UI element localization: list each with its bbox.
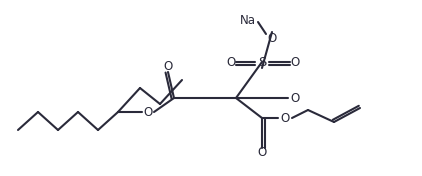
Text: O: O: [268, 32, 277, 45]
Text: O: O: [257, 146, 267, 159]
Text: O: O: [290, 55, 300, 68]
Text: O: O: [163, 61, 173, 74]
Text: Na: Na: [240, 14, 256, 27]
Text: O: O: [290, 92, 300, 105]
Text: O: O: [143, 105, 153, 118]
Text: O: O: [226, 55, 235, 68]
Text: O: O: [280, 112, 289, 124]
Text: S: S: [258, 55, 266, 68]
